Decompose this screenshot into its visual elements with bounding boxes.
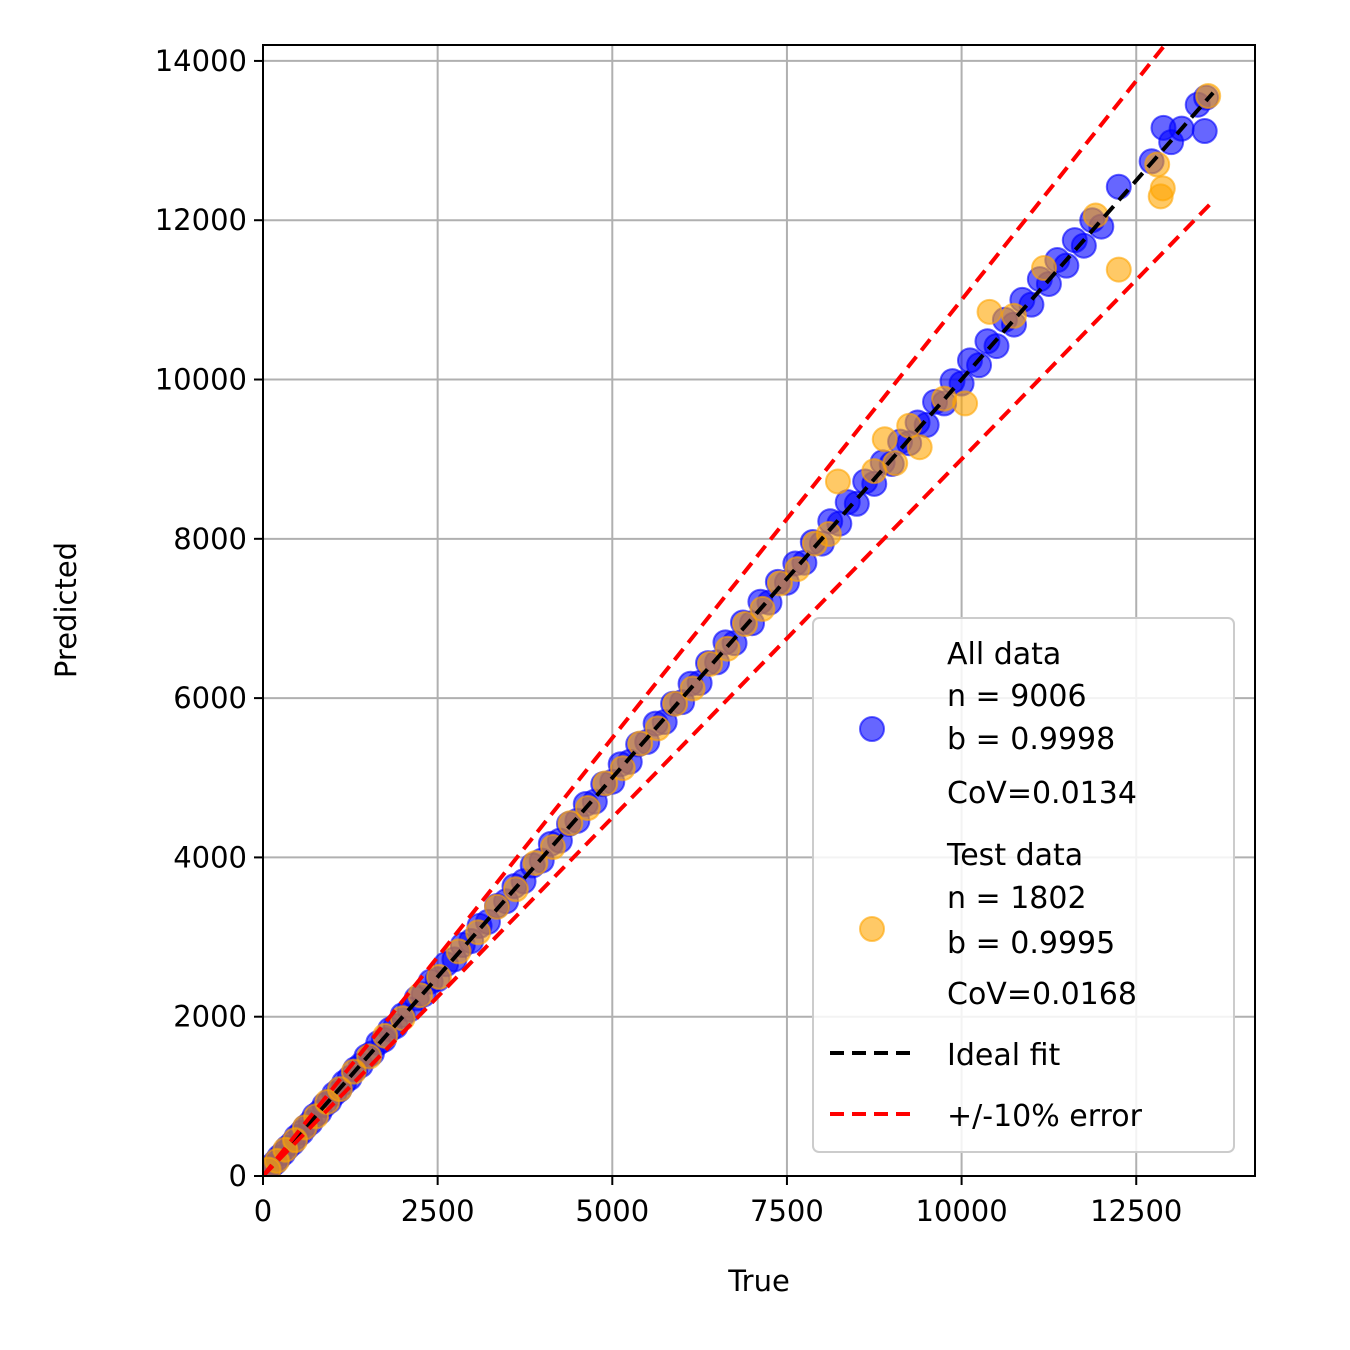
point-test-data <box>824 468 851 495</box>
x-tick-label: 5000 <box>575 1194 649 1228</box>
x-tick-label: 0 <box>254 1194 272 1228</box>
x-tick-label: 2500 <box>401 1194 475 1228</box>
legend-stat-test-n: n = 1802 <box>947 881 1087 916</box>
point-test-data <box>1144 151 1171 178</box>
point-all-data <box>983 333 1010 360</box>
x-tick-label: 12500 <box>1090 1194 1182 1228</box>
reference-lines <box>263 45 1215 1176</box>
legend-marker-all-data <box>859 716 885 742</box>
point-test-data <box>871 426 898 453</box>
point-all-data <box>1191 118 1218 145</box>
point-test-data <box>896 412 923 439</box>
error-line-1 <box>263 45 1168 1176</box>
legend: All data n = 9006 b = 0.9998 CoV=0.0134 … <box>812 617 1235 1153</box>
point-all-data <box>843 490 870 517</box>
point-all-data <box>1105 173 1132 200</box>
y-axis-ticks: 0 2000 4000 6000 8000 10000 12000 14000 <box>155 44 263 1193</box>
legend-label-all-data: All data <box>947 637 1061 672</box>
legend-stat-test-b: b = 0.9995 <box>947 926 1115 961</box>
point-test-data <box>952 390 979 417</box>
point-test-data <box>1031 255 1058 282</box>
plot-frame <box>262 44 1256 1177</box>
point-test-data <box>1000 302 1027 329</box>
legend-box <box>812 617 1235 1153</box>
point-test-data <box>976 298 1003 325</box>
point-all-data <box>966 352 993 379</box>
error-line-2 <box>263 199 1215 1176</box>
point-test-data <box>882 450 909 477</box>
legend-label-ideal-fit: Ideal fit <box>947 1038 1060 1073</box>
y-tick-label: 10000 <box>155 363 247 397</box>
legend-stat-all-cov: CoV=0.0134 <box>947 776 1137 811</box>
ideal-fit-line <box>263 91 1215 1176</box>
x-tick-label: 7500 <box>750 1194 824 1228</box>
y-tick-label: 12000 <box>155 203 247 237</box>
y-tick-label: 2000 <box>173 1000 247 1034</box>
x-tick-label: 10000 <box>915 1194 1007 1228</box>
y-tick-label: 14000 <box>155 44 247 78</box>
x-axis-ticks: 0 2500 5000 7500 10000 12500 <box>254 1176 1182 1228</box>
legend-stat-all-b: b = 0.9998 <box>947 722 1115 757</box>
point-test-data <box>1149 175 1176 202</box>
y-tick-label: 6000 <box>173 681 247 715</box>
legend-marker-test-data <box>859 916 885 942</box>
legend-stat-test-cov: CoV=0.0168 <box>947 977 1137 1012</box>
y-tick-label: 0 <box>229 1159 247 1193</box>
legend-stat-all-n: n = 9006 <box>947 679 1087 714</box>
point-test-data <box>906 434 933 461</box>
x-axis-label: True <box>727 1264 790 1298</box>
y-tick-label: 4000 <box>173 840 247 874</box>
point-all-data <box>1070 232 1097 259</box>
point-test-data <box>1105 256 1132 283</box>
y-axis-label: Predicted <box>49 542 83 678</box>
y-tick-label: 8000 <box>173 522 247 556</box>
legend-label-error: +/-10% error <box>947 1099 1143 1134</box>
legend-label-test-data: Test data <box>946 838 1083 873</box>
